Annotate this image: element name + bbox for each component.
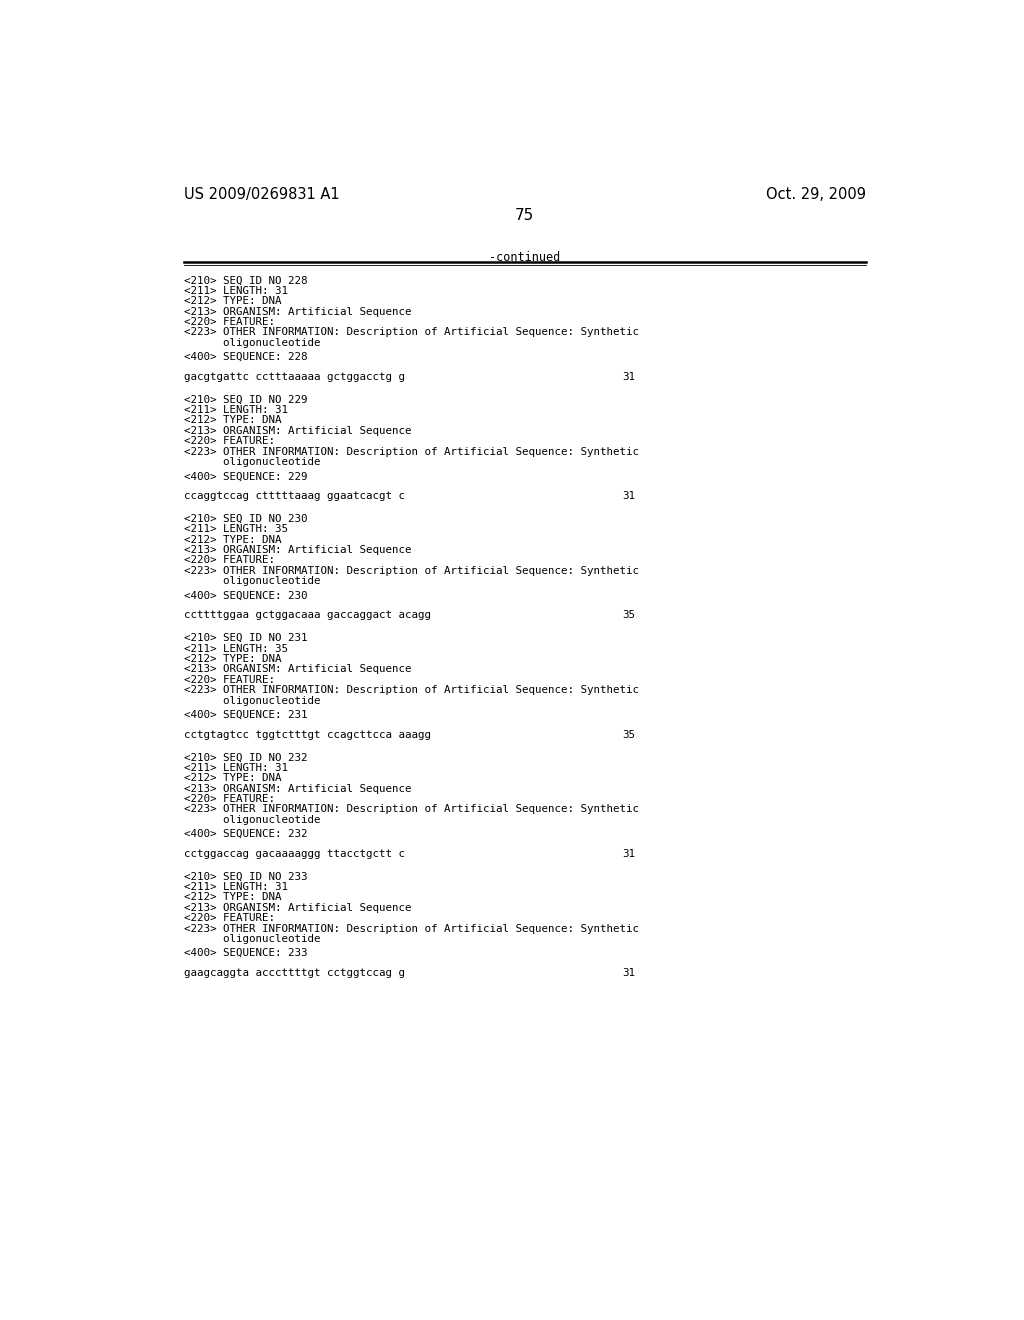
Text: <211> LENGTH: 31: <211> LENGTH: 31 (183, 405, 288, 414)
Text: <223> OTHER INFORMATION: Description of Artificial Sequence: Synthetic: <223> OTHER INFORMATION: Description of … (183, 804, 639, 814)
Text: 31: 31 (623, 491, 636, 502)
Text: <210> SEQ ID NO 231: <210> SEQ ID NO 231 (183, 634, 307, 643)
Text: 31: 31 (623, 968, 636, 978)
Text: ccaggtccag ctttttaaag ggaatcacgt c: ccaggtccag ctttttaaag ggaatcacgt c (183, 491, 404, 502)
Text: cctggaccag gacaaaaggg ttacctgctt c: cctggaccag gacaaaaggg ttacctgctt c (183, 849, 404, 859)
Text: oligonucleotide: oligonucleotide (183, 338, 321, 347)
Text: <223> OTHER INFORMATION: Description of Artificial Sequence: Synthetic: <223> OTHER INFORMATION: Description of … (183, 566, 639, 576)
Text: <223> OTHER INFORMATION: Description of Artificial Sequence: Synthetic: <223> OTHER INFORMATION: Description of … (183, 446, 639, 457)
Text: oligonucleotide: oligonucleotide (183, 696, 321, 705)
Text: <212> TYPE: DNA: <212> TYPE: DNA (183, 892, 282, 903)
Text: <210> SEQ ID NO 232: <210> SEQ ID NO 232 (183, 752, 307, 763)
Text: 35: 35 (623, 610, 636, 620)
Text: gacgtgattc cctttaaaaa gctggacctg g: gacgtgattc cctttaaaaa gctggacctg g (183, 372, 404, 381)
Text: <210> SEQ ID NO 228: <210> SEQ ID NO 228 (183, 276, 307, 285)
Text: <223> OTHER INFORMATION: Description of Artificial Sequence: Synthetic: <223> OTHER INFORMATION: Description of … (183, 327, 639, 338)
Text: <212> TYPE: DNA: <212> TYPE: DNA (183, 535, 282, 545)
Text: <400> SEQUENCE: 233: <400> SEQUENCE: 233 (183, 948, 307, 958)
Text: <220> FEATURE:: <220> FEATURE: (183, 675, 274, 685)
Text: <220> FEATURE:: <220> FEATURE: (183, 317, 274, 327)
Text: <400> SEQUENCE: 228: <400> SEQUENCE: 228 (183, 352, 307, 362)
Text: <210> SEQ ID NO 230: <210> SEQ ID NO 230 (183, 513, 307, 524)
Text: <213> ORGANISM: Artificial Sequence: <213> ORGANISM: Artificial Sequence (183, 664, 412, 675)
Text: gaagcaggta acccttttgt cctggtccag g: gaagcaggta acccttttgt cctggtccag g (183, 968, 404, 978)
Text: 31: 31 (623, 372, 636, 381)
Text: <400> SEQUENCE: 230: <400> SEQUENCE: 230 (183, 590, 307, 601)
Text: ccttttggaa gctggacaaa gaccaggact acagg: ccttttggaa gctggacaaa gaccaggact acagg (183, 610, 431, 620)
Text: <213> ORGANISM: Artificial Sequence: <213> ORGANISM: Artificial Sequence (183, 903, 412, 913)
Text: cctgtagtcc tggtctttgt ccagcttcca aaagg: cctgtagtcc tggtctttgt ccagcttcca aaagg (183, 730, 431, 739)
Text: <210> SEQ ID NO 233: <210> SEQ ID NO 233 (183, 871, 307, 882)
Text: 75: 75 (515, 209, 535, 223)
Text: <211> LENGTH: 35: <211> LENGTH: 35 (183, 644, 288, 653)
Text: <223> OTHER INFORMATION: Description of Artificial Sequence: Synthetic: <223> OTHER INFORMATION: Description of … (183, 924, 639, 933)
Text: oligonucleotide: oligonucleotide (183, 577, 321, 586)
Text: oligonucleotide: oligonucleotide (183, 457, 321, 467)
Text: <213> ORGANISM: Artificial Sequence: <213> ORGANISM: Artificial Sequence (183, 426, 412, 436)
Text: <220> FEATURE:: <220> FEATURE: (183, 556, 274, 565)
Text: -continued: -continued (489, 251, 560, 264)
Text: <212> TYPE: DNA: <212> TYPE: DNA (183, 416, 282, 425)
Text: Oct. 29, 2009: Oct. 29, 2009 (766, 187, 866, 202)
Text: <211> LENGTH: 31: <211> LENGTH: 31 (183, 763, 288, 772)
Text: <400> SEQUENCE: 231: <400> SEQUENCE: 231 (183, 710, 307, 719)
Text: <220> FEATURE:: <220> FEATURE: (183, 793, 274, 804)
Text: 31: 31 (623, 849, 636, 859)
Text: <211> LENGTH: 35: <211> LENGTH: 35 (183, 524, 288, 535)
Text: oligonucleotide: oligonucleotide (183, 935, 321, 944)
Text: <213> ORGANISM: Artificial Sequence: <213> ORGANISM: Artificial Sequence (183, 306, 412, 317)
Text: <213> ORGANISM: Artificial Sequence: <213> ORGANISM: Artificial Sequence (183, 545, 412, 556)
Text: <400> SEQUENCE: 229: <400> SEQUENCE: 229 (183, 471, 307, 482)
Text: <213> ORGANISM: Artificial Sequence: <213> ORGANISM: Artificial Sequence (183, 784, 412, 793)
Text: <212> TYPE: DNA: <212> TYPE: DNA (183, 296, 282, 306)
Text: <211> LENGTH: 31: <211> LENGTH: 31 (183, 286, 288, 296)
Text: <223> OTHER INFORMATION: Description of Artificial Sequence: Synthetic: <223> OTHER INFORMATION: Description of … (183, 685, 639, 696)
Text: <220> FEATURE:: <220> FEATURE: (183, 436, 274, 446)
Text: <220> FEATURE:: <220> FEATURE: (183, 913, 274, 923)
Text: 35: 35 (623, 730, 636, 739)
Text: oligonucleotide: oligonucleotide (183, 814, 321, 825)
Text: <400> SEQUENCE: 232: <400> SEQUENCE: 232 (183, 829, 307, 840)
Text: <212> TYPE: DNA: <212> TYPE: DNA (183, 653, 282, 664)
Text: <211> LENGTH: 31: <211> LENGTH: 31 (183, 882, 288, 892)
Text: <212> TYPE: DNA: <212> TYPE: DNA (183, 774, 282, 783)
Text: US 2009/0269831 A1: US 2009/0269831 A1 (183, 187, 339, 202)
Text: <210> SEQ ID NO 229: <210> SEQ ID NO 229 (183, 395, 307, 405)
